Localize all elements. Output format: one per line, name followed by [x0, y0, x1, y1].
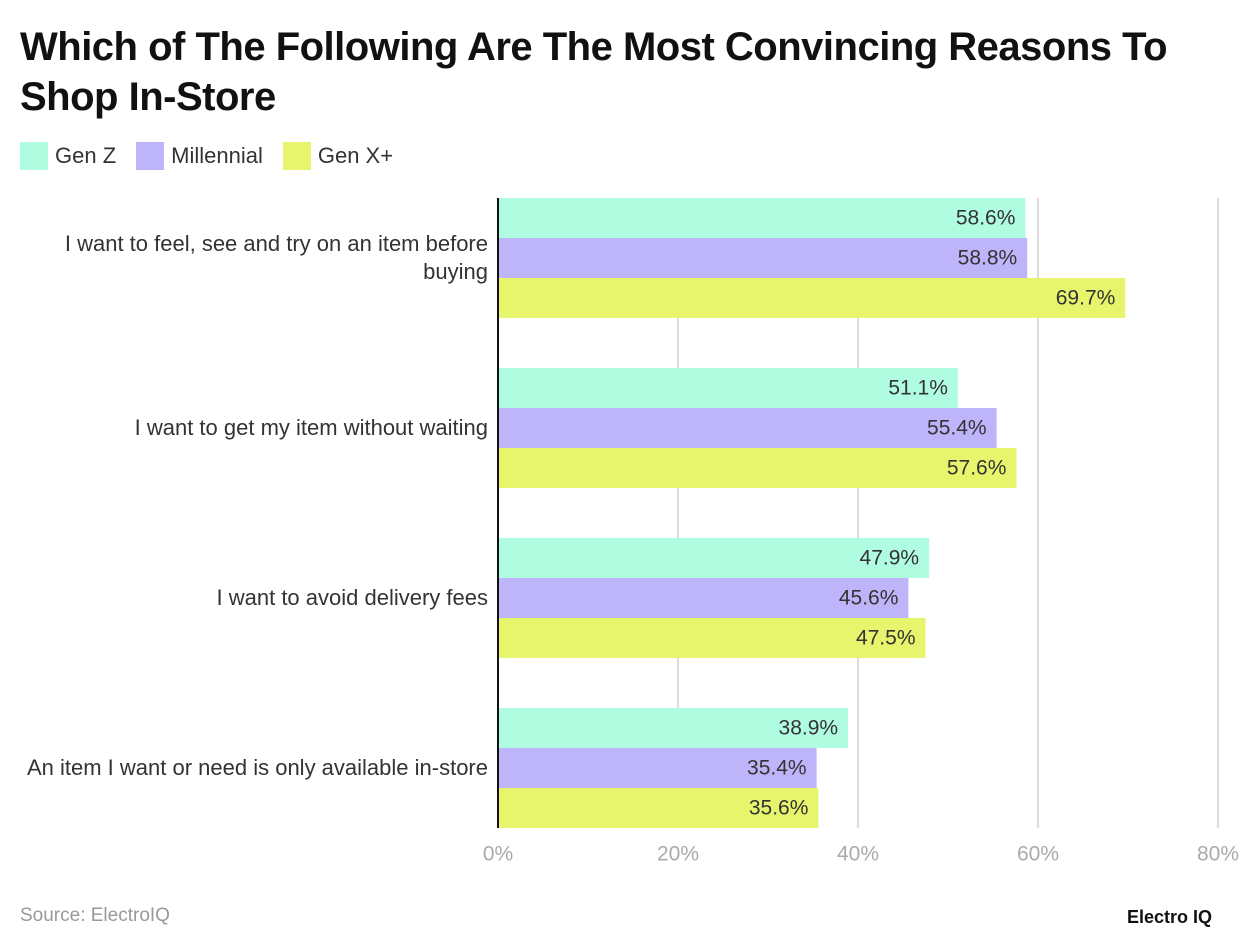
value-label: 57.6% [947, 457, 1007, 480]
bar [498, 368, 958, 408]
x-tick-label: 40% [837, 843, 879, 866]
chart-title: Which of The Following Are The Most Conv… [20, 25, 1168, 119]
legend: Gen Z Millennial Gen X+ [20, 142, 393, 170]
bar [498, 578, 909, 618]
value-label: 55.4% [927, 417, 987, 440]
category-label: I want to avoid delivery fees [216, 585, 488, 610]
brand: Electro IQ [1126, 907, 1212, 927]
bar [498, 748, 817, 788]
x-tick-label: 80% [1197, 843, 1239, 866]
legend-label: Gen Z [55, 143, 117, 168]
value-label: 38.9% [779, 717, 839, 740]
legend-label: Millennial [171, 143, 263, 168]
bar [498, 708, 849, 748]
bar [498, 788, 819, 828]
x-tick-label: 60% [1017, 843, 1059, 866]
category-label: I want to get my item without waiting [134, 415, 488, 440]
bar [498, 408, 997, 448]
value-label: 45.6% [839, 587, 899, 610]
bar [498, 448, 1017, 488]
bar [498, 618, 926, 658]
category-label: I want to feel, see and try on an item b… [64, 231, 488, 284]
x-tick-label: 0% [483, 843, 513, 866]
value-label: 35.4% [747, 757, 807, 780]
value-label: 51.1% [888, 377, 948, 400]
value-label: 47.9% [860, 547, 920, 570]
bar [498, 198, 1026, 238]
value-label: 69.7% [1056, 287, 1116, 310]
category-label: An item I want or need is only available… [26, 755, 488, 780]
legend-label: Gen X+ [317, 143, 394, 168]
legend-swatch [282, 142, 311, 170]
value-label: 58.8% [958, 247, 1018, 270]
legend-item: Millennial [136, 142, 263, 170]
bar [498, 238, 1028, 278]
value-label: 35.6% [749, 797, 809, 820]
bar [498, 278, 1126, 318]
legend-swatch [20, 142, 48, 170]
legend-item: Gen Z [20, 142, 116, 170]
value-label: 47.5% [856, 627, 916, 650]
value-label: 58.6% [956, 207, 1016, 230]
legend-item: Gen X+ [282, 142, 394, 170]
legend-swatch [136, 142, 165, 170]
bar [498, 538, 930, 578]
source: Source: ElectroIQ [20, 905, 170, 926]
x-tick-label: 20% [657, 843, 699, 866]
